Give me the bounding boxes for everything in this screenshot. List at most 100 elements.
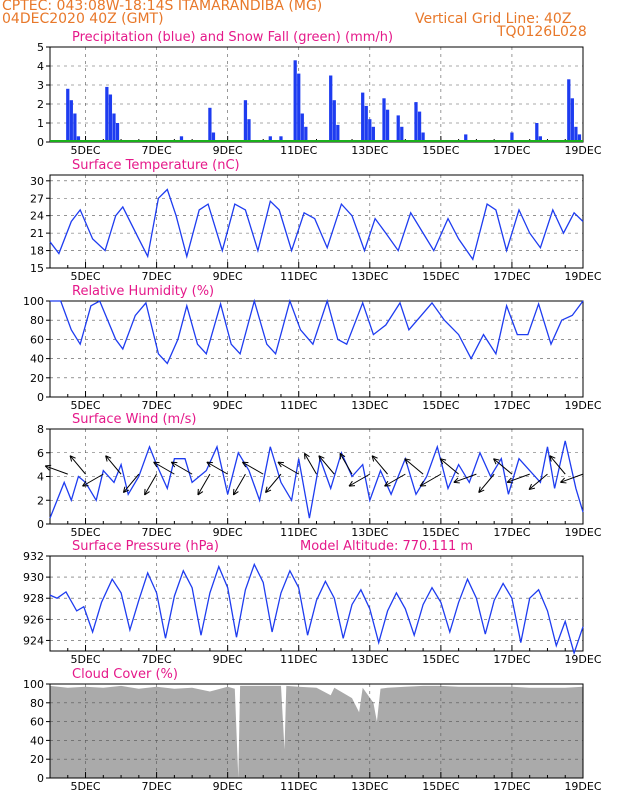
wind-vector xyxy=(144,473,158,496)
y-tick-label: 40 xyxy=(30,353,44,366)
x-tick-label: 11DEC xyxy=(280,653,317,666)
y-tick-label: 60 xyxy=(30,716,44,729)
y-tick-label: 80 xyxy=(30,314,44,327)
y-tick-label: 100 xyxy=(23,295,44,308)
wind-vector-head xyxy=(506,477,512,483)
wind-vector-head xyxy=(348,480,353,487)
wind-vector xyxy=(404,458,424,475)
precip-bar xyxy=(414,102,418,142)
y-tick-label: 100 xyxy=(23,678,44,691)
wind-vector-head xyxy=(549,455,556,459)
wind-vector-head xyxy=(440,458,447,461)
x-tick-label: 15DEC xyxy=(422,270,459,283)
x-tick-label: 15DEC xyxy=(422,399,459,412)
wind-vector-head xyxy=(105,455,108,462)
panel-precip xyxy=(46,46,584,143)
precip-bar xyxy=(385,109,390,142)
wind-vector xyxy=(197,473,211,496)
wind-vector xyxy=(82,473,104,487)
y-tick-label: 928 xyxy=(23,592,44,605)
precip-bar xyxy=(577,134,582,142)
grid-note-header: Vertical Grid Line: 40Z xyxy=(415,11,572,27)
x-tick-label: 11DEC xyxy=(280,780,317,793)
y-tick-label: 21 xyxy=(30,227,44,240)
x-tick-label: 19DEC xyxy=(564,780,601,793)
wind-vector-head xyxy=(507,481,514,484)
wind-vector-head xyxy=(265,486,268,493)
y-tick-label: 8 xyxy=(37,423,44,436)
wind-vector xyxy=(528,473,548,490)
panel-title-humidity: Relative Humidity (%) xyxy=(72,284,214,299)
y-tick-label: 60 xyxy=(30,333,44,346)
wind-vector-head xyxy=(82,480,87,487)
x-tick-label: 11DEC xyxy=(280,144,317,157)
wind-vector-head xyxy=(404,458,411,461)
precip-bar xyxy=(368,119,372,142)
x-tick-label: 15DEC xyxy=(422,526,459,539)
x-tick-label: 7DEC xyxy=(142,399,172,412)
model-altitude-label: Model Altitude: 770.111 m xyxy=(300,539,473,554)
x-tick-label: 15DEC xyxy=(422,780,459,793)
x-tick-label: 7DEC xyxy=(142,780,172,793)
wind-vector-head xyxy=(478,486,481,493)
wind-vector xyxy=(318,455,335,475)
wind-vector xyxy=(371,455,388,475)
y-tick-label: 24 xyxy=(30,210,44,223)
precip-bar xyxy=(76,136,81,142)
x-tick-label: 13DEC xyxy=(351,653,388,666)
x-tick-label: 7DEC xyxy=(142,144,172,157)
x-tick-label: 9DEC xyxy=(213,270,243,283)
y-tick-label: 2 xyxy=(37,494,44,507)
y-tick-label: 40 xyxy=(30,734,44,747)
wind-vector xyxy=(105,455,122,475)
panel-title-cloud-cover: Cloud Cover (%) xyxy=(72,667,178,682)
wind-vector-head xyxy=(242,461,247,468)
precip-bar xyxy=(105,86,109,142)
panel-pressure xyxy=(46,555,584,656)
x-tick-label: 11DEC xyxy=(280,526,317,539)
x-tick-label: 17DEC xyxy=(493,270,530,283)
series-line-pressure xyxy=(49,562,584,656)
wind-vector-head xyxy=(371,455,378,459)
wind-vector xyxy=(384,473,406,487)
precip-bar xyxy=(464,134,468,142)
y-tick-label: 3 xyxy=(37,79,44,92)
y-tick-label: 6 xyxy=(37,447,44,460)
y-tick-label: 20 xyxy=(30,372,44,385)
x-tick-label: 13DEC xyxy=(351,270,388,283)
wind-vector-head xyxy=(419,480,424,487)
y-tick-label: 30 xyxy=(30,175,44,188)
wind-vector-head xyxy=(528,487,536,491)
wind-vector-head xyxy=(453,477,459,483)
wind-vector xyxy=(439,458,459,475)
x-tick-label: 13DEC xyxy=(351,144,388,157)
wind-vector xyxy=(453,473,477,483)
series-line-temperature xyxy=(49,188,584,261)
cloud-cover-area xyxy=(50,685,583,778)
y-tick-label: 2 xyxy=(37,98,44,111)
precip-bar xyxy=(300,113,304,142)
precip-bar xyxy=(361,92,365,142)
wind-vector xyxy=(233,473,246,496)
y-tick-label: 15 xyxy=(30,262,44,275)
x-tick-label: 5DEC xyxy=(70,780,100,793)
precip-bar xyxy=(382,98,386,142)
y-tick-label: 18 xyxy=(30,245,44,258)
wind-vector-head xyxy=(560,477,565,483)
panel-frame xyxy=(49,555,584,652)
precip-bar xyxy=(364,105,368,142)
wind-vector-head xyxy=(549,455,552,462)
y-tick-label: 0 xyxy=(37,391,44,404)
precip-bar xyxy=(268,136,272,142)
wind-vector-head xyxy=(384,480,389,487)
precip-bar xyxy=(567,79,571,142)
panel-frame xyxy=(49,300,584,398)
precip-bar xyxy=(179,136,184,142)
wind-vector-head xyxy=(197,491,204,496)
x-tick-label: 19DEC xyxy=(564,526,601,539)
precip-bar xyxy=(538,136,542,142)
wind-vector-head xyxy=(105,455,112,459)
y-tick-label: 924 xyxy=(23,634,44,647)
model-code-header: TQ0126L028 xyxy=(497,24,587,40)
